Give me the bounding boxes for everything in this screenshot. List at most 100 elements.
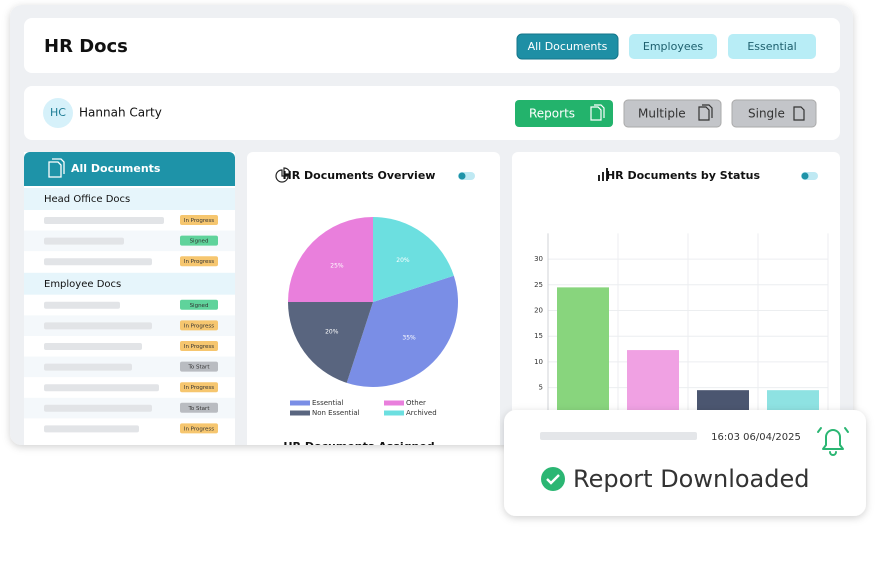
legend-swatch	[384, 410, 404, 416]
toggle[interactable]	[458, 172, 475, 180]
doc-placeholder	[44, 237, 124, 245]
toggle-knob[interactable]	[458, 172, 466, 180]
bar	[557, 287, 609, 414]
status-badge	[180, 215, 218, 225]
tab-label[interactable]: All Documents	[528, 40, 608, 53]
action-button[interactable]	[515, 100, 613, 127]
slice-label: 35%	[402, 335, 416, 342]
status-label: Signed	[190, 303, 209, 309]
pie-slice	[373, 217, 454, 302]
actions: Reports Multiple Single	[515, 99, 817, 128]
status-label: In Progress	[184, 385, 214, 391]
legend-label: Other	[406, 399, 426, 407]
status-badge	[180, 256, 218, 267]
placeholder-bar	[540, 432, 697, 440]
action-button[interactable]	[623, 99, 722, 128]
tabs: All Documents Employees Essential	[516, 33, 816, 60]
tab-label[interactable]: Employees	[643, 40, 703, 53]
bar	[767, 390, 819, 414]
sidebar-list: Head Office Docs In Progress Signed In Prog…	[24, 188, 235, 439]
legend-label: Archived	[406, 409, 437, 417]
status-badge	[180, 320, 218, 331]
status-badge	[180, 402, 218, 413]
legend-swatch	[384, 400, 404, 406]
slice-label: 25%	[330, 262, 344, 269]
tab[interactable]	[516, 33, 619, 60]
doc-placeholder	[44, 301, 120, 309]
action-label[interactable]: Multiple	[638, 107, 686, 121]
doc-placeholder	[44, 404, 152, 412]
toggle-knob[interactable]	[801, 172, 809, 180]
pie-icon	[275, 167, 291, 183]
timestamp: 16:03 06/04/2025	[711, 432, 801, 443]
bar-icon	[598, 168, 608, 181]
action-icon[interactable]	[698, 104, 713, 121]
y-tick-label: 10	[534, 358, 543, 366]
status-badge	[180, 341, 218, 351]
doc-placeholder	[44, 217, 164, 224]
notification-card	[504, 410, 866, 516]
status-badge	[180, 299, 218, 310]
check-mark	[546, 474, 560, 485]
action-icon[interactable]	[793, 106, 805, 121]
slice-label: 20%	[396, 257, 410, 264]
section-band	[24, 188, 235, 210]
y-tick-label: 15	[534, 332, 543, 340]
toggle[interactable]	[801, 172, 818, 180]
notification: 16:03 06/04/2025 Report Downloaded	[504, 410, 866, 516]
sidebar-title: All Documents	[71, 162, 161, 175]
legend-swatch	[290, 400, 310, 406]
action-icon[interactable]	[590, 104, 605, 121]
action-label[interactable]: Reports	[529, 107, 575, 121]
assigned-title: HR Documents Assigned	[283, 440, 434, 453]
doc-placeholder	[44, 343, 142, 350]
tab[interactable]	[728, 34, 816, 59]
status-label: In Progress	[184, 344, 214, 350]
action-label[interactable]: Single	[748, 107, 785, 121]
pie-slice	[346, 275, 458, 387]
doc-placeholder	[44, 363, 132, 371]
chart-title: HR Documents by Status	[606, 169, 761, 182]
status-label: In Progress	[184, 426, 214, 432]
app-content: HR Docs All Documents Employees Essential …	[24, 18, 840, 453]
y-tick-label: 5	[539, 384, 543, 392]
bar	[627, 350, 679, 414]
status-label: Signed	[190, 239, 209, 245]
doc-placeholder	[44, 425, 139, 433]
section-title: Employee Docs	[44, 279, 121, 290]
pie-slice	[288, 217, 373, 302]
doc-placeholder	[44, 258, 152, 266]
avatar	[43, 98, 73, 128]
status-label: In Progress	[184, 259, 214, 265]
docs-icon	[48, 158, 65, 178]
sidebar-header-base	[24, 176, 235, 186]
status-badge	[180, 382, 218, 393]
bar	[697, 390, 749, 414]
pie-slice	[288, 302, 373, 383]
section-title: Head Office Docs	[44, 194, 130, 205]
y-tick-label: 20	[534, 307, 543, 315]
chart-title: HR Documents Overview	[283, 169, 436, 182]
y-tick-label: 30	[534, 255, 543, 263]
avatar-initials: HC	[50, 106, 66, 119]
status-badge	[180, 235, 218, 246]
tab[interactable]	[629, 34, 717, 59]
section-band	[24, 272, 235, 295]
check-icon	[541, 467, 565, 491]
tab-label[interactable]: Essential	[747, 40, 796, 53]
bell-icon	[817, 427, 849, 456]
status-label: To Start	[188, 365, 211, 371]
slice-label: 20%	[325, 328, 339, 335]
status-label: In Progress	[184, 323, 214, 329]
status-badge	[180, 361, 218, 372]
status-badge	[180, 423, 218, 434]
charts: HR Documents Overview 35% Essential 20% Non …	[283, 169, 829, 417]
notification-message: Report Downloaded	[573, 465, 809, 493]
legend-label: Non Essential	[312, 409, 360, 417]
app-title: HR Docs	[44, 36, 128, 57]
doc-placeholder	[44, 384, 159, 392]
status-label: To Start	[188, 406, 211, 412]
